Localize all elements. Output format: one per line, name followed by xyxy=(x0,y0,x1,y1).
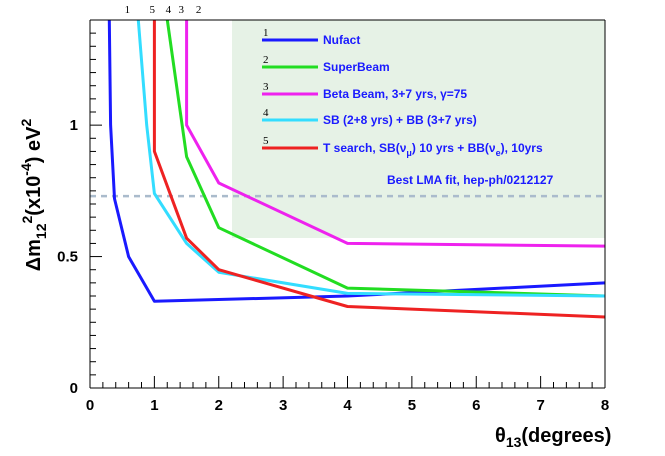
legend-label-4: SB (2+8 yrs) + BB (3+7 yrs) xyxy=(323,113,477,127)
series-line-4 xyxy=(136,19,606,298)
x-tick-label: 0 xyxy=(86,397,94,414)
legend-label-1: Nufact xyxy=(323,33,360,47)
y-axis-title-text: (x10 xyxy=(23,176,45,216)
x-axis-title-unit: (degrees) xyxy=(521,425,611,447)
y-axis-title-subscript: 12 xyxy=(33,223,49,239)
x-axis-title-subscript: 13 xyxy=(506,434,522,450)
legend-label-5: T search, SB(νμ) 10 yrs + BB(νe), 10yrs xyxy=(323,141,543,158)
legend-number: 5 xyxy=(263,135,269,147)
y-axis-title-superscript: 2 xyxy=(18,119,34,127)
top-margin xyxy=(0,0,665,20)
legend-label-3: Beta Beam, 3+7 yrs, γ=75 xyxy=(323,87,467,101)
series-line-1 xyxy=(107,19,606,303)
legend-label-subscript: μ xyxy=(406,148,412,158)
y-axis-title-text: ) eV xyxy=(23,126,45,163)
curve-number-label: 2 xyxy=(196,4,202,16)
curve-number-label: 4 xyxy=(166,4,172,16)
y-tick-label: 1 xyxy=(70,117,78,134)
x-tick-label: 6 xyxy=(472,397,480,414)
y-axis-title: Δm122(x10-4) eV2 xyxy=(18,119,49,272)
reference-line-label: Best LMA fit, hep-ph/0212127 xyxy=(387,173,554,187)
x-tick-label: 5 xyxy=(408,397,416,414)
y-axis-title-superscript: 2 xyxy=(19,216,35,224)
legend-number: 2 xyxy=(263,54,269,66)
curve-number-label: 3 xyxy=(179,4,185,16)
legend-label-text: ) 10 yrs + BB(ν xyxy=(412,141,496,155)
legend-label-text: ), 10yrs xyxy=(501,141,543,155)
x-axis-title-symbol: θ xyxy=(495,425,506,447)
y-tick-label: 0 xyxy=(70,380,78,397)
series-line-5 xyxy=(152,20,606,319)
legend-number: 4 xyxy=(263,107,269,119)
curve-number-label: 1 xyxy=(125,4,131,16)
series-line-2 xyxy=(165,19,606,298)
legend-number: 3 xyxy=(263,81,269,93)
y-tick-label: 0.5 xyxy=(57,249,78,266)
legend-panel xyxy=(232,20,605,238)
curve-number-label: 5 xyxy=(150,4,156,16)
x-axis-title: θ13(degrees) xyxy=(495,425,611,450)
series-line-3 xyxy=(185,20,606,248)
legend-label-text: T search, SB(ν xyxy=(323,141,407,155)
y-axis-title-superscript: -4 xyxy=(18,163,34,176)
x-tick-label: 4 xyxy=(343,397,352,414)
legend-label-2: SuperBeam xyxy=(323,60,390,74)
y-axis-title-symbol: Δm xyxy=(23,239,45,271)
x-tick-label: 2 xyxy=(215,397,223,414)
x-tick-label: 3 xyxy=(279,397,287,414)
x-tick-label: 1 xyxy=(150,397,158,414)
x-tick-label: 8 xyxy=(601,397,609,414)
x-tick-label: 7 xyxy=(536,397,544,414)
legend-label-subscript: e xyxy=(496,148,501,158)
legend-number: 1 xyxy=(263,27,269,39)
